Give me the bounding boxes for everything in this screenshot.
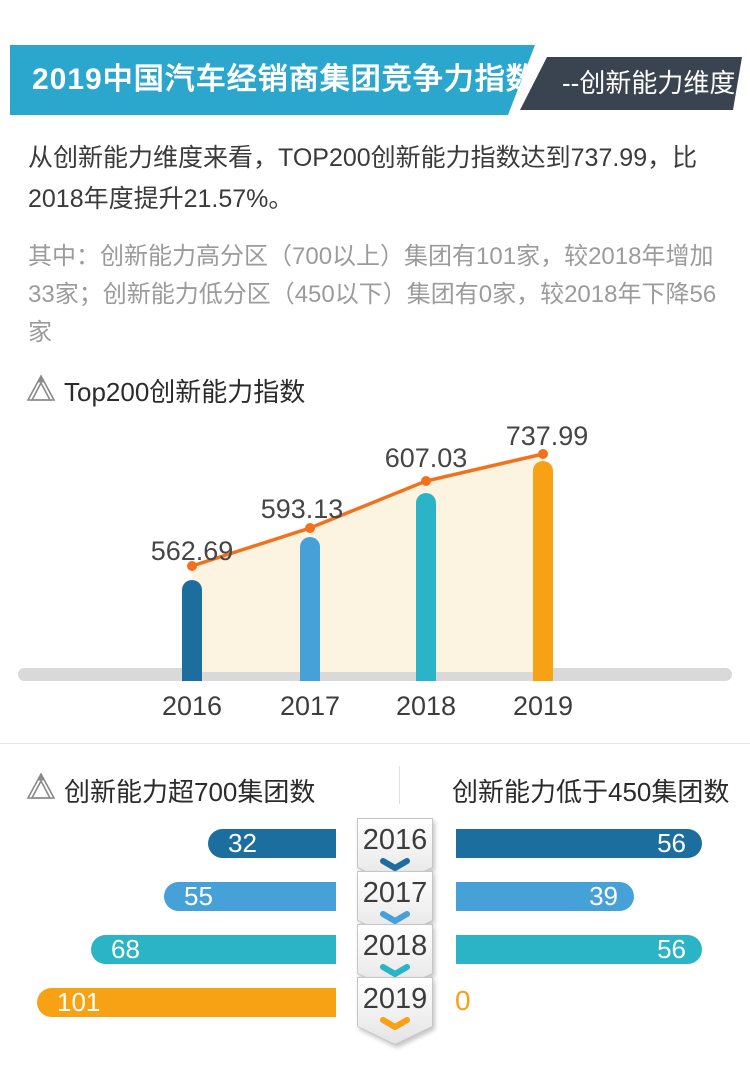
left-bar-2019: 101: [37, 988, 336, 1017]
index-bar-2016: [182, 580, 202, 681]
data-label-2016: 562.69: [150, 536, 234, 566]
index-bar-2019: [533, 461, 553, 681]
chart2-left-title: 创新能力超700集团数: [64, 777, 316, 807]
right-bar-2016: 56: [456, 829, 702, 858]
data-label-2018: 607.03: [384, 443, 468, 473]
title-divider: [399, 766, 400, 804]
badge-year-label: 2016: [362, 824, 428, 856]
section-divider: [0, 743, 750, 744]
right-bar-2018: 56: [456, 935, 702, 964]
badge-year-label: 2017: [362, 877, 428, 909]
chevron-down-icon: [380, 964, 410, 977]
index-trend-chart: 562.69 593.13 607.03 737.99 2016 2017 20…: [0, 420, 750, 730]
chart1-title: Top200创新能力指数: [64, 377, 306, 407]
left-bar-2018: 68: [91, 935, 336, 964]
index-bar-2017: [300, 537, 320, 681]
header-title-banner: 2019中国汽车经销商集团竞争力指数: [10, 45, 535, 115]
badge-year-label: 2018: [362, 930, 428, 962]
left-bar-2016: 32: [208, 829, 336, 858]
triangle-logo-icon: [26, 374, 56, 401]
intro-paragraph-2: 其中：创新能力高分区（700以上）集团有101家，较2018年增加33家；创新能…: [28, 243, 717, 346]
right-bar-2017: 39: [456, 882, 634, 911]
data-label-2017: 593.13: [260, 494, 344, 524]
chevron-down-icon: [380, 858, 410, 871]
year-badge-2019: 2019: [357, 977, 433, 1045]
x-tick-2017: 2017: [279, 691, 341, 721]
right-value-2019: 0: [455, 985, 471, 1016]
x-tick-2019: 2019: [512, 691, 574, 721]
x-tick-2016: 2016: [161, 691, 223, 721]
trend-line-area: [187, 449, 548, 672]
triangle-logo-icon: [26, 772, 56, 799]
chart2-right-title: 创新能力低于450集团数: [452, 777, 730, 807]
chevron-down-icon: [380, 1017, 410, 1030]
intro-paragraph-1: 从创新能力维度来看，TOP200创新能力指数达到737.99，比2018年度提升…: [28, 144, 698, 213]
chevron-down-icon: [380, 911, 410, 924]
left-bar-2017: 55: [164, 882, 336, 911]
data-label-2019: 737.99: [505, 421, 589, 451]
header-subtitle-banner: --创新能力维度: [520, 57, 742, 110]
badge-year-label: 2019: [362, 983, 428, 1015]
index-bar-2018: [416, 493, 436, 681]
x-tick-2018: 2018: [395, 691, 457, 721]
